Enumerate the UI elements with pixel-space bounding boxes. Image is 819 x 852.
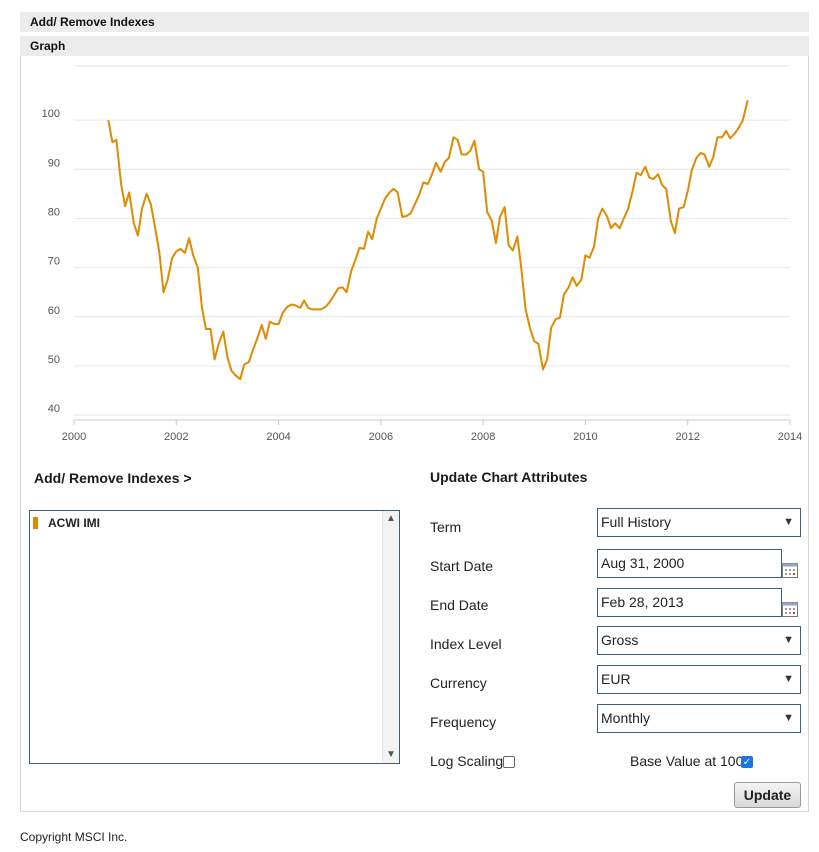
chevron-down-icon: ▼ [783, 634, 794, 646]
frequency-select[interactable]: Monthly ▼ [597, 704, 801, 733]
add-remove-indexes-link[interactable]: Add/ Remove Indexes > [34, 470, 192, 486]
index-listbox[interactable]: ACWI IMI ▲ ▼ [29, 510, 400, 764]
currency-select[interactable]: EUR ▼ [597, 665, 801, 694]
term-select[interactable]: Full History ▼ [597, 508, 801, 537]
y-tick-label: 90 [48, 157, 60, 169]
update-button[interactable]: Update [734, 782, 801, 808]
list-item[interactable]: ACWI IMI [33, 516, 100, 530]
log-scaling-checkbox[interactable] [503, 756, 515, 768]
x-tick-label: 2014 [778, 431, 802, 443]
end-date-label: End Date [430, 597, 489, 613]
index-level-select[interactable]: Gross ▼ [597, 626, 801, 655]
chart-grid [74, 65, 790, 416]
base-value-checkbox[interactable]: ✓ [741, 756, 753, 768]
frequency-label: Frequency [430, 714, 497, 730]
y-tick-label: 100 [42, 108, 60, 120]
graph-panel [20, 56, 809, 812]
end-date-input[interactable]: Feb 28, 2013 [597, 588, 782, 617]
scroll-down-icon[interactable]: ▼ [386, 749, 396, 760]
y-tick-label: 50 [48, 354, 60, 366]
series-line [107, 100, 749, 381]
term-value: Full History [601, 514, 672, 530]
x-tick-label: 2004 [266, 431, 290, 443]
calendar-icon[interactable] [782, 563, 798, 578]
log-scaling-label: Log Scaling [430, 753, 504, 769]
calendar-icon[interactable] [782, 602, 798, 617]
y-tick-label: 70 [48, 256, 60, 268]
index-label: ACWI IMI [48, 516, 100, 530]
chart-series [107, 100, 749, 381]
x-axis: 2000 2002 2004 2006 2008 2010 2012 2014 [62, 419, 802, 443]
y-tick-label: 80 [48, 206, 60, 218]
index-level-value: Gross [601, 632, 639, 648]
x-tick-label: 2000 [62, 431, 86, 443]
frequency-value: Monthly [601, 710, 651, 726]
chevron-down-icon: ▼ [783, 712, 794, 724]
copyright-text: Copyright MSCI Inc. [20, 830, 128, 844]
x-tick-label: 2008 [471, 431, 495, 443]
x-tick-label: 2002 [164, 431, 188, 443]
update-chart-attributes-title: Update Chart Attributes [430, 469, 588, 485]
currency-label: Currency [430, 675, 487, 691]
term-label: Term [430, 519, 462, 535]
chevron-down-icon: ▼ [783, 673, 794, 685]
base-value-label: Base Value at 100 [630, 753, 744, 769]
scroll-up-icon[interactable]: ▲ [386, 513, 396, 524]
x-tick-label: 2012 [675, 431, 699, 443]
currency-value: EUR [601, 671, 631, 687]
chevron-down-icon: ▼ [783, 516, 794, 528]
line-chart: 40 50 60 70 80 90 100 2000 2002 2004 2006 2008 2010… [42, 65, 802, 443]
graph-header: Graph [20, 36, 809, 56]
y-axis: 40 50 60 70 80 90 100 [42, 108, 60, 415]
scrollbar[interactable]: ▲ ▼ [382, 511, 399, 763]
y-tick-label: 60 [48, 305, 60, 317]
x-tick-label: 2006 [369, 431, 393, 443]
start-date-input[interactable]: Aug 31, 2000 [597, 549, 782, 578]
x-tick-label: 2010 [573, 431, 597, 443]
index-level-label: Index Level [430, 636, 502, 652]
series-color-swatch [33, 517, 38, 529]
start-date-label: Start Date [430, 558, 494, 574]
add-remove-indexes-header[interactable]: Add/ Remove Indexes [20, 12, 809, 32]
y-tick-label: 40 [48, 403, 60, 415]
